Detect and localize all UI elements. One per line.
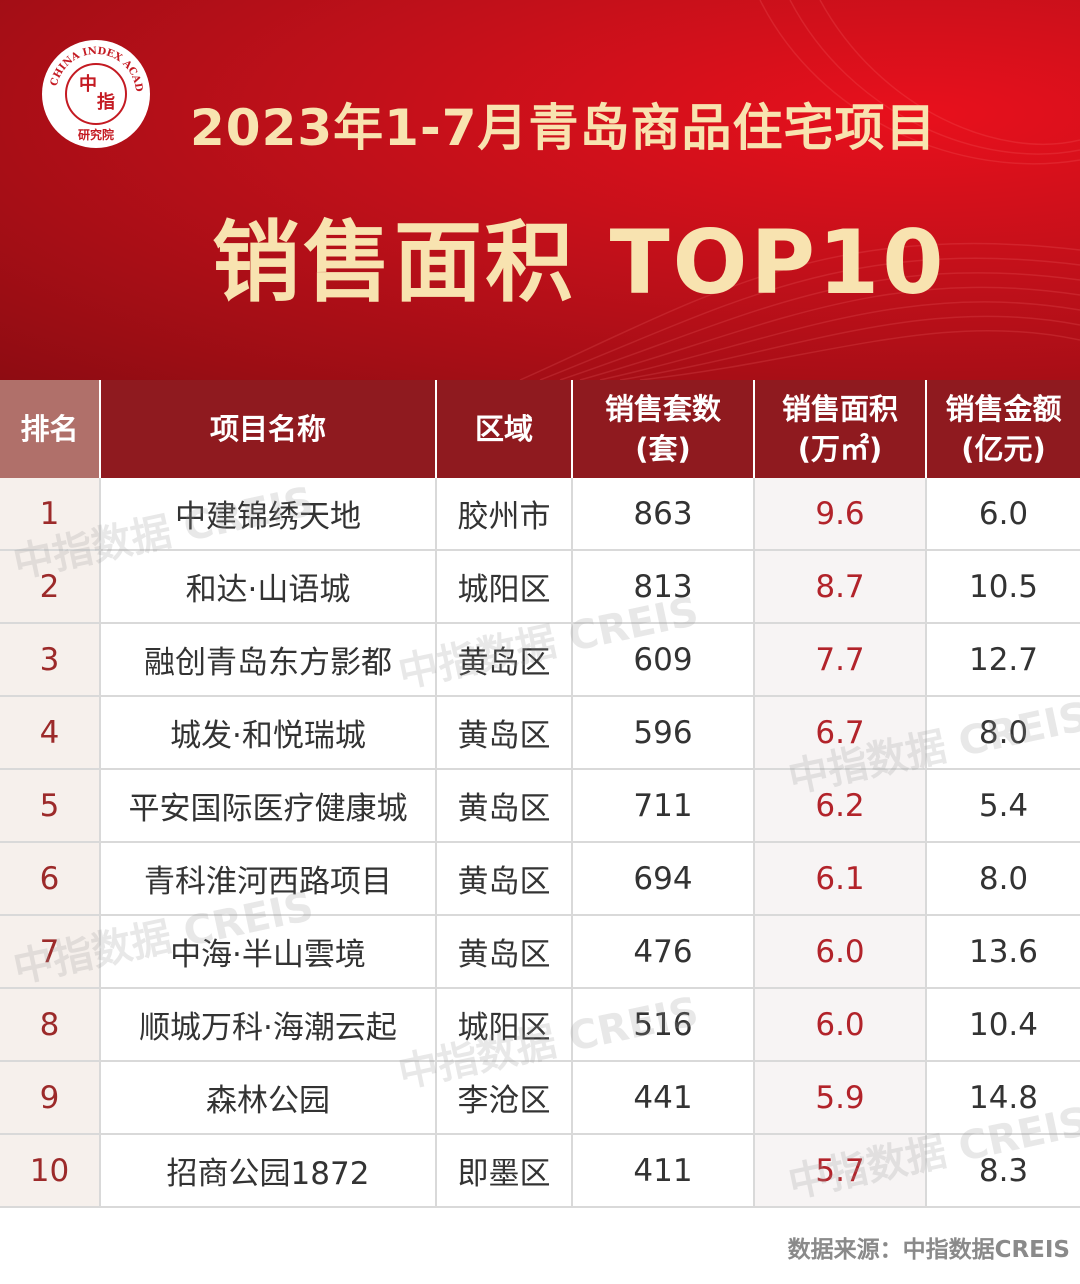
table-row: 9 森林公园 李沧区 441 5.9 14.8 [0, 1061, 1080, 1135]
area-cell: 6.0 [753, 988, 926, 1062]
logo-char-2: 指 [97, 91, 115, 113]
column-header: 销售金额 (亿元) [925, 380, 1080, 478]
district-cell: 城阳区 [435, 988, 572, 1062]
page-title-line1: 2023年1-7月青岛商品住宅项目 [190, 99, 937, 157]
rank-cell: 6 [0, 842, 100, 916]
table-body: 1 中建锦绣天地 胶州市 863 9.6 6.0 2 和达·山语城 城阳区 813 8.7 10.5 3… [0, 478, 1080, 1208]
data-source-note: 数据来源：中指数据CREIS [787, 1237, 1070, 1263]
district-cell: 胶州市 [435, 478, 572, 551]
project-name-cell: 城发·和悦瑞城 [99, 696, 436, 770]
table-row: 10 招商公园1872 即墨区 411 5.7 8.3 [0, 1134, 1080, 1208]
table-row: 8 顺城万科·海潮云起 城阳区 516 6.0 10.4 [0, 988, 1080, 1062]
amount-cell: 13.6 [925, 915, 1080, 989]
rank-cell: 1 [0, 478, 100, 551]
area-cell: 9.6 [753, 478, 926, 551]
units-cell: 711 [571, 769, 754, 843]
district-cell: 黄岛区 [435, 696, 572, 770]
rank-cell: 8 [0, 988, 100, 1062]
amount-cell: 6.0 [925, 478, 1080, 551]
project-name-cell: 平安国际医疗健康城 [99, 769, 436, 843]
area-cell: 6.0 [753, 915, 926, 989]
project-name-cell: 中建锦绣天地 [99, 478, 436, 551]
table-row: 3 融创青岛东方影都 黄岛区 609 7.7 12.7 [0, 623, 1080, 697]
units-cell: 609 [571, 623, 754, 697]
column-header: 销售套数 (套) [571, 380, 754, 478]
amount-cell: 5.4 [925, 769, 1080, 843]
project-name-cell: 青科淮河西路项目 [99, 842, 436, 916]
amount-cell: 8.3 [925, 1134, 1080, 1208]
column-header: 排名 [0, 380, 100, 478]
area-cell: 6.1 [753, 842, 926, 916]
project-name-cell: 融创青岛东方影都 [99, 623, 436, 697]
area-cell: 5.7 [753, 1134, 926, 1208]
amount-cell: 14.8 [925, 1061, 1080, 1135]
amount-cell: 10.4 [925, 988, 1080, 1062]
district-cell: 即墨区 [435, 1134, 572, 1208]
table-row: 7 中海·半山雲境 黄岛区 476 6.0 13.6 [0, 915, 1080, 989]
rank-cell: 4 [0, 696, 100, 770]
district-cell: 黄岛区 [435, 769, 572, 843]
table-header-row: 排名 项目名称 区域 销售套数 (套) 销售面积 (万㎡) 销售金额 (亿元) [0, 380, 1080, 478]
project-name-cell: 和达·山语城 [99, 550, 436, 624]
table-row: 1 中建锦绣天地 胶州市 863 9.6 6.0 [0, 478, 1080, 551]
column-header: 销售面积 (万㎡) [753, 380, 926, 478]
china-index-academy-logo: CHINA INDEX ACADEMY 中 指 研究院 [40, 38, 150, 148]
table-row: 5 平安国际医疗健康城 黄岛区 711 6.2 5.4 [0, 769, 1080, 843]
rank-cell: 3 [0, 623, 100, 697]
rank-cell: 7 [0, 915, 100, 989]
rank-cell: 10 [0, 1134, 100, 1208]
project-name-cell: 森林公园 [99, 1061, 436, 1135]
table-row: 6 青科淮河西路项目 黄岛区 694 6.1 8.0 [0, 842, 1080, 916]
units-cell: 516 [571, 988, 754, 1062]
amount-cell: 10.5 [925, 550, 1080, 624]
district-cell: 李沧区 [435, 1061, 572, 1135]
area-cell: 7.7 [753, 623, 926, 697]
amount-cell: 12.7 [925, 623, 1080, 697]
district-cell: 黄岛区 [435, 623, 572, 697]
logo-text-bottom: 研究院 [78, 127, 114, 142]
ranking-table: 排名 项目名称 区域 销售套数 (套) 销售面积 (万㎡) 销售金额 (亿元) 1 中建锦绣… [0, 380, 1080, 1208]
units-cell: 411 [571, 1134, 754, 1208]
column-header: 区域 [435, 380, 572, 478]
units-cell: 596 [571, 696, 754, 770]
table-row: 2 和达·山语城 城阳区 813 8.7 10.5 [0, 550, 1080, 624]
header-banner: CHINA INDEX ACADEMY 中 指 研究院 2023年1-7月青岛商… [0, 0, 1080, 380]
units-cell: 863 [571, 478, 754, 551]
rank-cell: 5 [0, 769, 100, 843]
rank-cell: 2 [0, 550, 100, 624]
wave-pattern-decoration [519, 0, 1080, 380]
district-cell: 黄岛区 [435, 842, 572, 916]
rank-cell: 9 [0, 1061, 100, 1135]
table-row: 4 城发·和悦瑞城 黄岛区 596 6.7 8.0 [0, 696, 1080, 770]
page-title-line2: 销售面积 TOP10 [212, 211, 947, 314]
area-cell: 8.7 [753, 550, 926, 624]
units-cell: 813 [571, 550, 754, 624]
units-cell: 694 [571, 842, 754, 916]
amount-cell: 8.0 [925, 696, 1080, 770]
area-cell: 6.7 [753, 696, 926, 770]
logo-char-1: 中 [79, 73, 97, 95]
units-cell: 441 [571, 1061, 754, 1135]
area-cell: 5.9 [753, 1061, 926, 1135]
project-name-cell: 中海·半山雲境 [99, 915, 436, 989]
district-cell: 黄岛区 [435, 915, 572, 989]
units-cell: 476 [571, 915, 754, 989]
project-name-cell: 招商公园1872 [99, 1134, 436, 1208]
area-cell: 6.2 [753, 769, 926, 843]
column-header: 项目名称 [99, 380, 436, 478]
project-name-cell: 顺城万科·海潮云起 [99, 988, 436, 1062]
district-cell: 城阳区 [435, 550, 572, 624]
amount-cell: 8.0 [925, 842, 1080, 916]
